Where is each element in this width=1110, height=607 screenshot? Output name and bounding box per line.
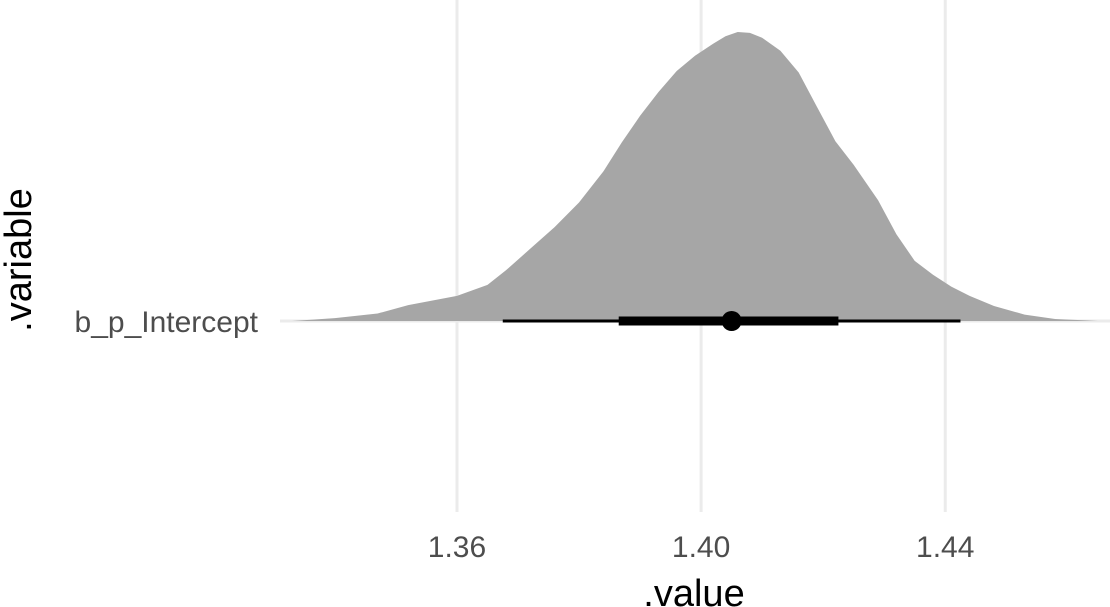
point-estimate <box>721 311 742 331</box>
tick-labels: 1.36 1.40 1.44 b_p_Intercept <box>75 306 975 564</box>
y-axis-title: .variable <box>0 188 40 332</box>
y-tick-label: b_p_Intercept <box>75 306 259 339</box>
density-layer <box>292 32 1098 321</box>
x-tick-label: 1.44 <box>916 531 974 564</box>
x-tick-label: 1.36 <box>428 531 486 564</box>
x-tick-label: 1.40 <box>672 531 730 564</box>
density-slab <box>292 32 1098 321</box>
x-axis-title: .value <box>643 573 744 607</box>
interval-layer <box>502 311 961 331</box>
